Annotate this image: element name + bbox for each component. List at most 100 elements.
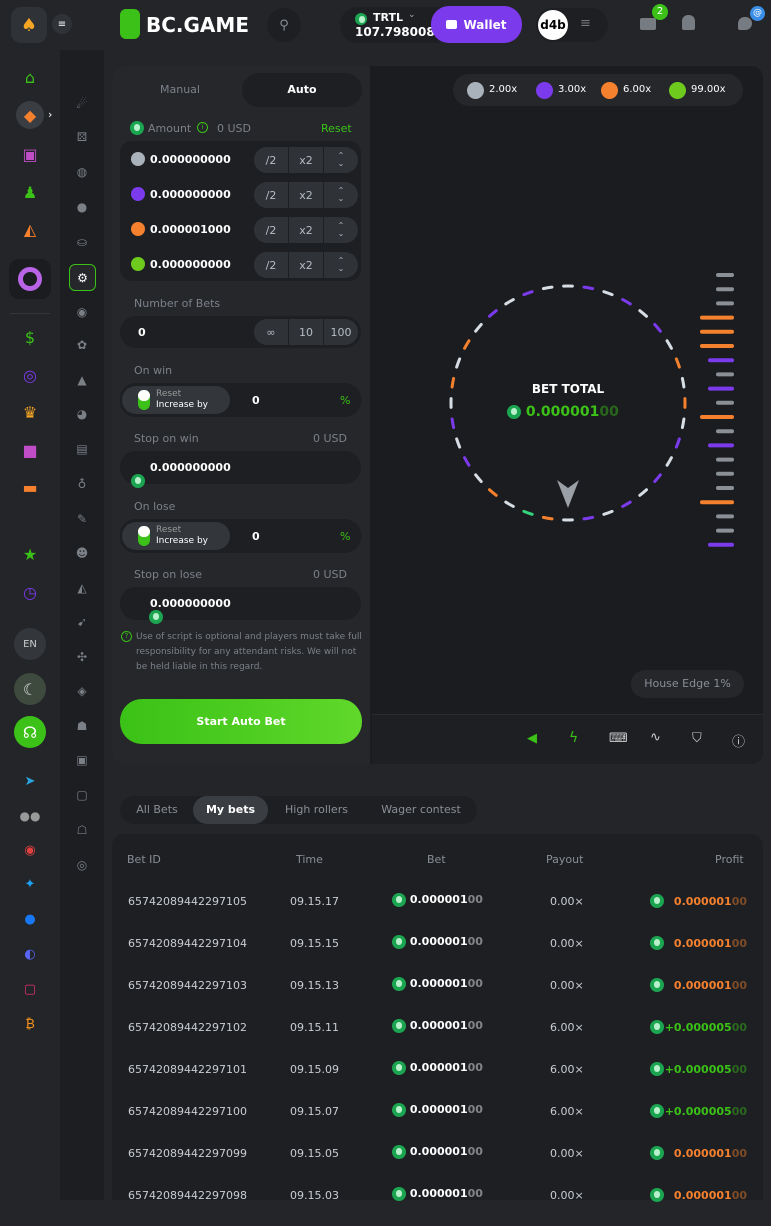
brand-logo-icon[interactable]	[120, 9, 140, 39]
game-icon-10[interactable]: ◕	[70, 402, 94, 426]
tab-wager-contest[interactable]: Wager contest	[366, 796, 476, 824]
bets-100-button[interactable]: 100	[324, 319, 358, 345]
chevron-right-icon[interactable]: ›	[48, 108, 52, 121]
game-icon-19[interactable]: ☗	[70, 714, 94, 738]
game-icon-3[interactable]: ◍	[70, 160, 94, 184]
mode-tab-manual[interactable]: Manual	[120, 73, 240, 107]
mail-icon[interactable]	[640, 18, 656, 30]
table-row[interactable]: 65742089442297100 09.15.07 0.00000100 6.…	[112, 1100, 763, 1142]
facebook-icon[interactable]: ●	[16, 905, 44, 933]
bet-id[interactable]: 65742089442297105	[128, 895, 247, 908]
on-win-toggle[interactable]: Reset Increase by	[122, 386, 230, 414]
game-icon-8[interactable]: ✿	[70, 333, 94, 357]
bitcoin-icon[interactable]: ₿	[16, 1010, 44, 1038]
bet-id[interactable]: 65742089442297103	[128, 979, 247, 992]
game-icon-2[interactable]: ⚄	[70, 125, 94, 149]
bet-id[interactable]: 65742089442297098	[128, 1189, 247, 1202]
game-icon-4[interactable]: ●	[70, 195, 94, 219]
game-icon-20[interactable]: ▣	[70, 748, 94, 772]
telegram-icon[interactable]: ➤	[16, 767, 44, 795]
table-row[interactable]: 65742089442297098 09.15.03 0.00000100 0.…	[112, 1184, 763, 1226]
balance-selector[interactable]: TRTL ⌄ 107.798008	[340, 7, 440, 43]
bet-id[interactable]: 65742089442297100	[128, 1105, 247, 1118]
lightning-icon[interactable]: ϟ	[569, 730, 578, 746]
star-icon[interactable]: ★	[16, 540, 44, 568]
table-row[interactable]: 65742089442297103 09.15.13 0.00000100 0.…	[112, 974, 763, 1016]
amount-value[interactable]: 0.000001000	[150, 223, 231, 236]
chat-icon[interactable]	[738, 17, 752, 30]
medium-icon[interactable]: ●●	[16, 802, 44, 830]
table-row[interactable]: 65742089442297101 09.15.09 0.00000100 6.…	[112, 1058, 763, 1100]
bet-id[interactable]: 65742089442297101	[128, 1063, 247, 1076]
amount-value[interactable]: 0.000000000	[150, 258, 231, 271]
wheel-game-icon[interactable]	[9, 259, 51, 299]
brand-name[interactable]: BC.GAME	[146, 13, 249, 37]
game-icon-1[interactable]: ☄	[70, 92, 94, 116]
game-icon-22[interactable]: ☖	[70, 818, 94, 842]
bet-id[interactable]: 65742089442297104	[128, 937, 247, 950]
mode-tab-auto[interactable]: Auto	[242, 73, 362, 107]
half-button[interactable]: /2	[254, 147, 288, 173]
on-lose-toggle[interactable]: Reset Increase by	[122, 522, 230, 550]
table-row[interactable]: 65742089442297102 09.15.11 0.00000100 6.…	[112, 1016, 763, 1058]
sponsor-icon[interactable]: ▬	[16, 473, 44, 501]
game-icon-12[interactable]: ♁	[70, 472, 94, 496]
bet-id[interactable]: 65742089442297102	[128, 1021, 247, 1034]
instagram-icon[interactable]: ▢	[16, 975, 44, 1003]
house-edge-badge[interactable]: House Edge 1%	[631, 670, 744, 698]
game-icon-11[interactable]: ▤	[70, 437, 94, 461]
bell-icon[interactable]	[682, 15, 695, 30]
wallet-button[interactable]: Wallet	[431, 6, 522, 43]
start-auto-bet-button[interactable]: Start Auto Bet	[120, 699, 362, 744]
game-icon-7[interactable]: ◉	[70, 300, 94, 324]
game-icon-5[interactable]: ⛀	[70, 230, 94, 254]
sound-icon[interactable]: ◀	[527, 731, 537, 746]
game-icon-16[interactable]: ➹	[70, 610, 94, 634]
game-icon-14[interactable]: ☻	[70, 541, 94, 565]
vip-circle-icon[interactable]: ◎	[16, 361, 44, 389]
table-row[interactable]: 65742089442297099 09.15.05 0.00000100 0.…	[112, 1142, 763, 1184]
game-icon-13[interactable]: ✎	[70, 507, 94, 531]
crown-icon[interactable]: ♛	[16, 398, 44, 426]
info-icon[interactable]: i	[197, 122, 208, 133]
half-button[interactable]: /2	[254, 217, 288, 243]
support-icon[interactable]: ☊	[14, 716, 46, 748]
on-win-value[interactable]: 0	[252, 394, 260, 407]
user-menu[interactable]: d4b ≡	[536, 8, 608, 42]
stepper-icon[interactable]: ⌃⌄	[324, 217, 358, 243]
stepper-icon[interactable]: ⌃⌄	[324, 147, 358, 173]
tab-all-bets[interactable]: All Bets	[126, 796, 188, 824]
stats-icon[interactable]: ∿	[650, 730, 661, 745]
theme-toggle-icon[interactable]: ☾	[14, 673, 46, 705]
double-button[interactable]: x2	[289, 147, 323, 173]
bet-id[interactable]: 65742089442297099	[128, 1147, 247, 1160]
game-icon-21[interactable]: ▢	[70, 783, 94, 807]
discord-icon[interactable]: ◐	[16, 940, 44, 968]
keyboard-icon[interactable]: ⌨	[609, 731, 628, 746]
stepper-icon[interactable]: ⌃⌄	[324, 182, 358, 208]
lottery-icon[interactable]: ▣	[16, 140, 44, 168]
game-icon-9[interactable]: ▲	[70, 368, 94, 392]
amount-value[interactable]: 0.000000000	[150, 188, 231, 201]
half-button[interactable]: /2	[254, 182, 288, 208]
tab-high-rollers[interactable]: High rollers	[274, 796, 359, 824]
gift-icon[interactable]: ■	[16, 436, 44, 464]
cash-icon[interactable]: $	[16, 323, 44, 351]
home-icon[interactable]: ⌂	[16, 63, 44, 91]
casino-icon[interactable]: ◆	[16, 101, 44, 129]
spade-logo-icon[interactable]: ♠	[11, 7, 47, 43]
on-lose-value[interactable]: 0	[252, 530, 260, 543]
double-button[interactable]: x2	[289, 217, 323, 243]
stepper-icon[interactable]: ⌃⌄	[324, 252, 358, 278]
tab-my-bets[interactable]: My bets	[193, 796, 268, 824]
menu-toggle-icon[interactable]: ≡	[52, 14, 72, 34]
promo-icon[interactable]: ◭	[16, 215, 44, 243]
github-icon[interactable]: ◉	[16, 836, 44, 864]
twitter-icon[interactable]: ✦	[16, 870, 44, 898]
double-button[interactable]: x2	[289, 252, 323, 278]
fairness-icon[interactable]: ⛉	[692, 731, 702, 746]
bets-infinite-button[interactable]: ∞	[254, 319, 288, 345]
table-row[interactable]: 65742089442297104 09.15.15 0.00000100 0.…	[112, 932, 763, 974]
clock-icon[interactable]: ◷	[16, 578, 44, 606]
game-icon-17[interactable]: ✣	[70, 645, 94, 669]
